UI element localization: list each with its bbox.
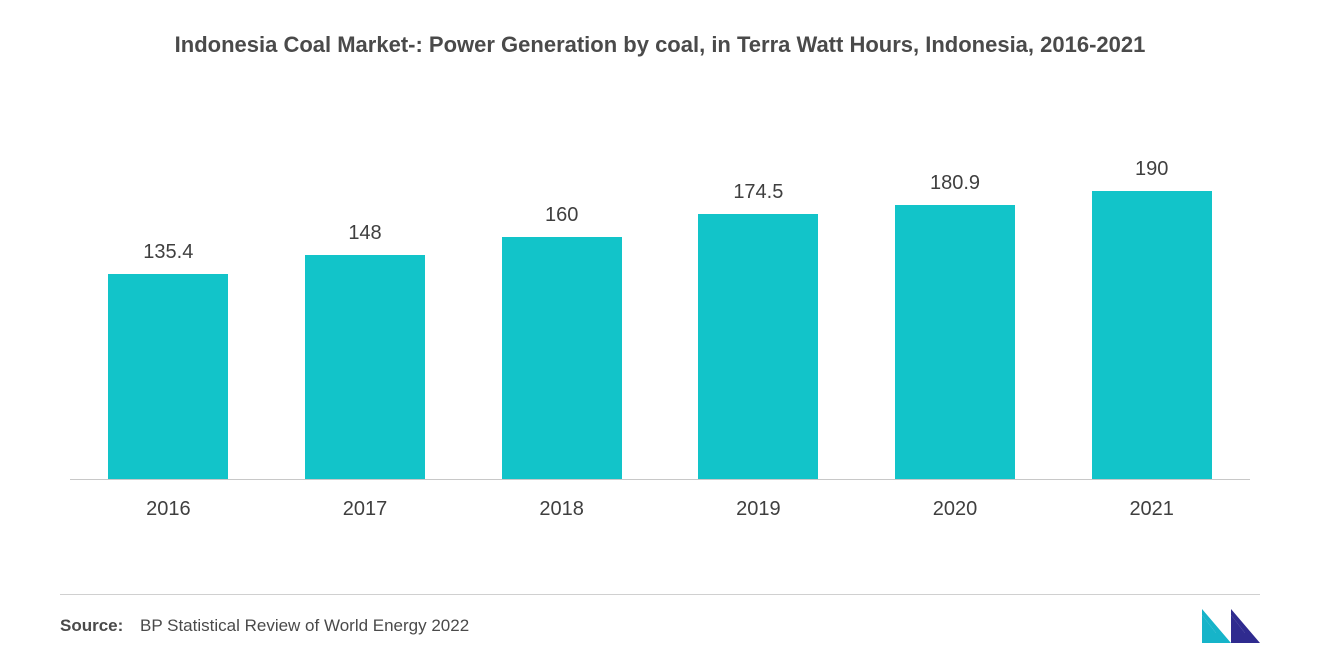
bar xyxy=(502,237,622,480)
source-text: BP Statistical Review of World Energy 20… xyxy=(140,616,469,635)
bar-value-label: 180.9 xyxy=(930,172,980,195)
x-tick: 2020 xyxy=(857,498,1054,521)
bar-col: 148 xyxy=(267,100,464,480)
x-tick: 2019 xyxy=(660,498,857,521)
x-tick: 2021 xyxy=(1053,498,1250,521)
chart-title: Indonesia Coal Market-: Power Generation… xyxy=(160,30,1160,60)
bar-value-label: 174.5 xyxy=(733,181,783,204)
bar xyxy=(698,214,818,479)
bar-value-label: 135.4 xyxy=(143,241,193,264)
bar xyxy=(305,255,425,480)
bar-col: 190 xyxy=(1053,100,1250,480)
bar-col: 135.4 xyxy=(70,100,267,480)
bar xyxy=(108,274,228,480)
bar-col: 174.5 xyxy=(660,100,857,480)
bar-col: 180.9 xyxy=(857,100,1054,480)
x-axis-labels: 2016 2017 2018 2019 2020 2021 xyxy=(70,498,1250,521)
x-tick: 2016 xyxy=(70,498,267,521)
bar-col: 160 xyxy=(463,100,660,480)
x-axis-line xyxy=(70,479,1250,480)
bars-row: 135.4 148 160 174.5 180.9 190 xyxy=(70,100,1250,480)
x-tick: 2017 xyxy=(267,498,464,521)
bar-value-label: 148 xyxy=(348,222,381,245)
brand-logo-icon xyxy=(1202,609,1260,643)
bar-value-label: 190 xyxy=(1135,158,1168,181)
x-tick: 2018 xyxy=(463,498,660,521)
plot-area: 135.4 148 160 174.5 180.9 190 xyxy=(70,100,1250,480)
bar xyxy=(1092,191,1212,480)
chart-container: Indonesia Coal Market-: Power Generation… xyxy=(0,0,1320,665)
chart-footer: Source: BP Statistical Review of World E… xyxy=(60,594,1260,643)
source-label: Source: xyxy=(60,616,123,635)
source-line: Source: BP Statistical Review of World E… xyxy=(60,616,469,636)
bar xyxy=(895,205,1015,480)
bar-value-label: 160 xyxy=(545,204,578,227)
